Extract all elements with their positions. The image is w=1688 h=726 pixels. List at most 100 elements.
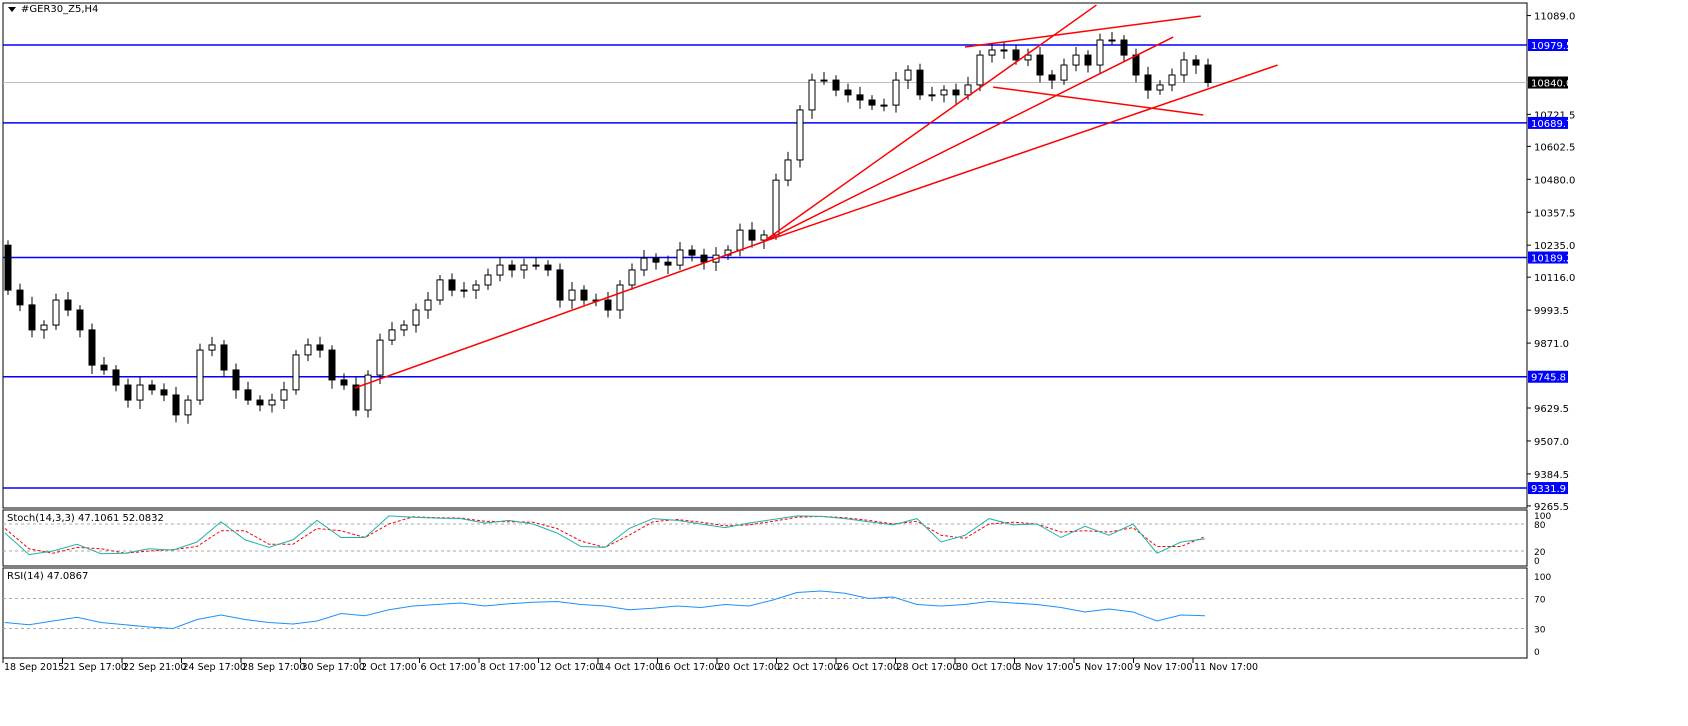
bear-candle	[352, 384, 360, 411]
stoch-y-tick-label: 80	[1534, 521, 1546, 531]
bear-candle	[4, 244, 12, 291]
chart-menu-triangle-icon[interactable]	[8, 6, 16, 12]
bull-candle	[1072, 54, 1080, 66]
bull-candle	[208, 344, 216, 351]
rsi-y-tick-label: 30	[1534, 626, 1546, 636]
current-price-badge	[1528, 76, 1568, 89]
x-tick-label: 21 Sep 17:00	[64, 662, 127, 673]
bull-candle	[520, 264, 528, 271]
bull-candle	[292, 354, 300, 391]
bull-candle	[532, 264, 540, 267]
bull-candle	[412, 309, 420, 326]
bear-candle	[64, 299, 72, 311]
bear-candle	[832, 79, 840, 91]
bear-candle	[76, 309, 84, 331]
x-tick-label: 28 Oct 17:00	[897, 662, 959, 673]
bear-candle	[28, 304, 36, 331]
level-price-badge	[1528, 116, 1568, 129]
bull-candle	[820, 79, 828, 82]
trendline	[354, 241, 764, 389]
bull-candle	[796, 109, 804, 161]
level-price-badge	[1528, 251, 1568, 264]
x-tick-label: 18 Sep 2015	[4, 662, 64, 673]
bull-candle	[772, 179, 780, 236]
bear-candle	[172, 394, 180, 416]
bull-candle	[136, 384, 144, 401]
bull-candle	[616, 284, 624, 311]
bull-candle	[1108, 39, 1116, 42]
bull-candle	[424, 299, 432, 311]
bear-candle	[868, 99, 876, 106]
x-tick-label: 24 Sep 17:00	[183, 662, 246, 673]
bear-candle	[1048, 74, 1056, 81]
bear-candle	[340, 379, 348, 386]
y-tick-label: 10721.5	[1534, 110, 1575, 121]
bear-candle	[604, 299, 612, 311]
bull-candle	[472, 284, 480, 291]
stoch-panel-frame	[2, 509, 1528, 567]
y-tick-label: 11089.0	[1534, 12, 1575, 23]
bull-candle	[808, 79, 816, 111]
bull-candle	[1180, 59, 1188, 76]
level-price-label: 10189.2	[1531, 254, 1572, 265]
x-tick-label: 20 Oct 17:00	[718, 662, 780, 673]
bull-candle	[1060, 64, 1068, 81]
bear-candle	[1120, 39, 1128, 56]
y-tick-label: 9265.5	[1534, 502, 1569, 513]
y-tick-label: 9871.0	[1534, 339, 1569, 350]
bear-candle	[688, 249, 696, 256]
x-tick-label: 22 Oct 17:00	[778, 662, 840, 673]
bear-candle	[652, 257, 660, 263]
trendline	[762, 64, 1278, 243]
bear-candle	[508, 264, 516, 271]
bull-candle	[964, 84, 972, 96]
y-tick-label: 10235.0	[1534, 241, 1575, 252]
stoch-main-line	[4, 515, 1206, 556]
level-price-label: 9331.9	[1531, 484, 1566, 495]
level-price-label: 10979.5	[1531, 41, 1572, 52]
bull-candle	[52, 299, 60, 326]
bear-candle	[664, 261, 672, 266]
level-price-label: 10689.7	[1531, 119, 1572, 130]
bull-candle	[436, 279, 444, 301]
bear-candle	[1132, 54, 1140, 76]
bull-candle	[304, 344, 312, 356]
bull-candle	[1024, 54, 1032, 61]
bull-candle	[400, 324, 408, 331]
bear-candle	[1012, 49, 1020, 61]
x-tick-label: 16 Oct 17:00	[659, 662, 721, 673]
bear-candle	[916, 69, 924, 96]
stoch-y-tick-label: 20	[1534, 548, 1546, 558]
x-tick-label: 6 Oct 17:00	[421, 662, 477, 673]
bear-candle	[448, 279, 456, 291]
chart-title: #GER30_Z5,H4	[8, 4, 98, 15]
rsi-panel-frame	[2, 567, 1528, 659]
x-tick-label: 30 Oct 17:00	[956, 662, 1018, 673]
bull-candle	[784, 159, 792, 181]
y-tick-label: 10602.5	[1534, 142, 1575, 153]
stoch-y-tick-label: 0	[1534, 557, 1540, 567]
bear-candle	[88, 329, 96, 366]
bear-candle	[1204, 64, 1212, 84]
y-tick-label: 10480.0	[1534, 175, 1575, 186]
bear-candle	[556, 269, 564, 301]
rsi-y-tick-label: 70	[1534, 596, 1546, 606]
bull-candle	[880, 104, 888, 107]
trendline	[993, 86, 1204, 116]
bull-candle	[280, 389, 288, 401]
bear-candle	[316, 344, 324, 351]
bull-candle	[988, 49, 996, 56]
bull-candle	[1096, 39, 1104, 66]
bear-candle	[856, 94, 864, 101]
bull-candle	[940, 89, 948, 96]
bull-candle	[184, 399, 192, 416]
bull-candle	[628, 269, 636, 286]
bear-candle	[16, 289, 24, 306]
bear-candle	[100, 364, 108, 371]
bull-candle	[640, 257, 648, 271]
level-price-label: 9745.8	[1531, 373, 1566, 384]
x-tick-label: 26 Oct 17:00	[837, 662, 899, 673]
bull-candle	[364, 374, 372, 411]
bull-candle	[928, 94, 936, 97]
